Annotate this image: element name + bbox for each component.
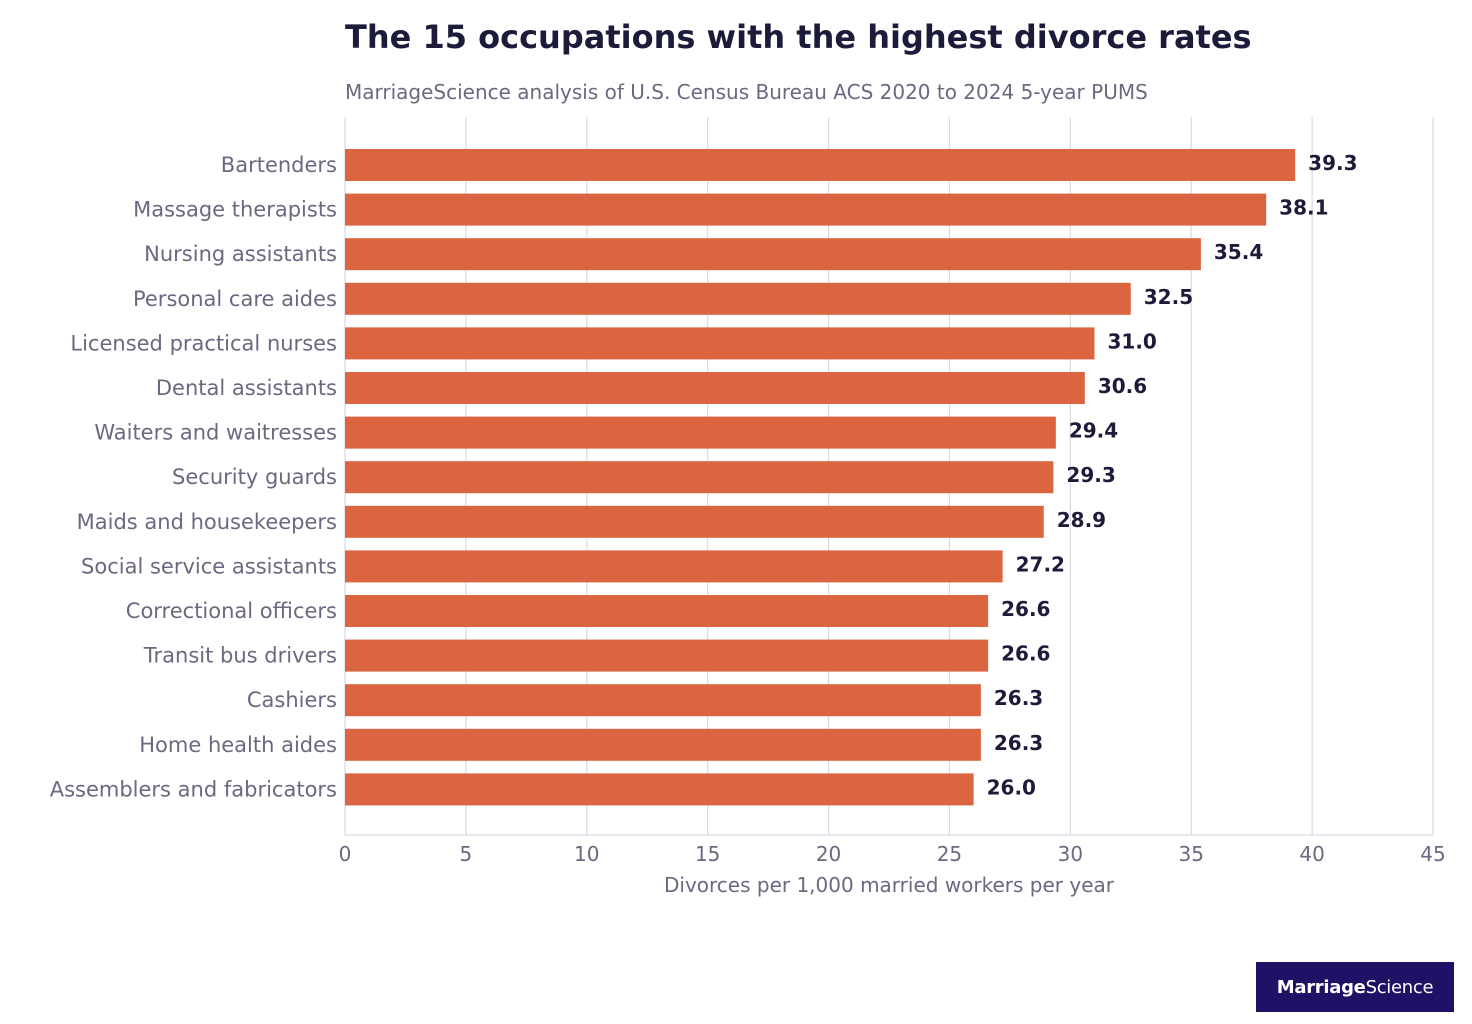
value-label: 35.4 (1214, 240, 1263, 264)
value-label: 26.6 (1001, 642, 1050, 666)
value-label: 29.3 (1066, 463, 1115, 487)
x-tick-label: 5 (460, 842, 473, 866)
bar (345, 639, 989, 672)
category-label: Personal care aides (133, 287, 337, 311)
value-label: 28.9 (1057, 508, 1106, 532)
value-label: 30.6 (1098, 374, 1147, 398)
bar (345, 461, 1054, 494)
marriagescience-logo: Marriage Science (1256, 962, 1454, 1012)
value-label: 29.4 (1069, 419, 1118, 443)
category-label: Waiters and waitresses (94, 421, 337, 445)
value-labels: 39.3 38.1 35.4 32.5 31.0 30.6 29.4 29.3 28.9 27.2… (987, 151, 1358, 799)
bar (345, 282, 1131, 315)
category-label: Security guards (172, 465, 337, 489)
value-label: 27.2 (1016, 552, 1065, 576)
bar (345, 728, 981, 761)
category-label: Cashiers (247, 688, 337, 712)
value-label: 39.3 (1308, 151, 1357, 175)
x-tick-label: 10 (574, 842, 599, 866)
x-tick-label: 20 (816, 842, 841, 866)
bar (345, 327, 1095, 360)
chart-title: The 15 occupations with the highest divo… (345, 18, 1252, 56)
bar (345, 773, 974, 806)
x-tick-label: 25 (937, 842, 962, 866)
x-tick-label: 0 (339, 842, 352, 866)
x-axis-label: Divorces per 1,000 married workers per y… (664, 873, 1115, 897)
bar (345, 372, 1085, 404)
category-label: Licensed practical nurses (70, 331, 337, 355)
value-label: 32.5 (1144, 285, 1193, 309)
x-tick-label: 45 (1420, 842, 1445, 866)
category-label: Home health aides (139, 733, 337, 757)
value-label: 26.6 (1001, 597, 1050, 621)
logo-part-1: Marriage (1276, 976, 1366, 998)
category-label: Correctional officers (126, 599, 337, 623)
value-label: 26.3 (994, 731, 1043, 755)
category-label: Maids and housekeepers (77, 510, 337, 534)
bar (345, 416, 1056, 449)
x-tick-label: 30 (1058, 842, 1083, 866)
bar (345, 505, 1044, 538)
category-label: Nursing assistants (144, 242, 337, 266)
value-label: 26.3 (994, 686, 1043, 710)
chart-subtitle: MarriageScience analysis of U.S. Census … (345, 80, 1148, 104)
category-label: Assemblers and fabricators (50, 777, 337, 801)
logo-part-2: Science (1365, 976, 1434, 998)
x-tick-label: 35 (1178, 842, 1203, 866)
bar (345, 595, 989, 627)
value-label: 26.0 (987, 775, 1036, 799)
value-label: 38.1 (1279, 196, 1328, 220)
category-label: Dental assistants (156, 376, 337, 400)
category-labels: Bartenders Massage therapists Nursing assi… (50, 153, 337, 801)
x-tick-label: 15 (695, 842, 720, 866)
value-label: 31.0 (1108, 329, 1157, 353)
category-label: Social service assistants (81, 554, 337, 578)
bar (345, 193, 1267, 226)
bars (345, 149, 1296, 806)
bar (345, 684, 981, 717)
bar (345, 550, 1003, 583)
x-tick-label: 40 (1299, 842, 1324, 866)
category-label: Transit bus drivers (143, 644, 337, 668)
bar (345, 149, 1296, 181)
category-label: Massage therapists (133, 198, 337, 222)
x-tick-labels: 0 5 10 15 20 25 30 35 40 45 (339, 842, 1446, 866)
bar (345, 238, 1201, 271)
category-label: Bartenders (221, 153, 337, 177)
